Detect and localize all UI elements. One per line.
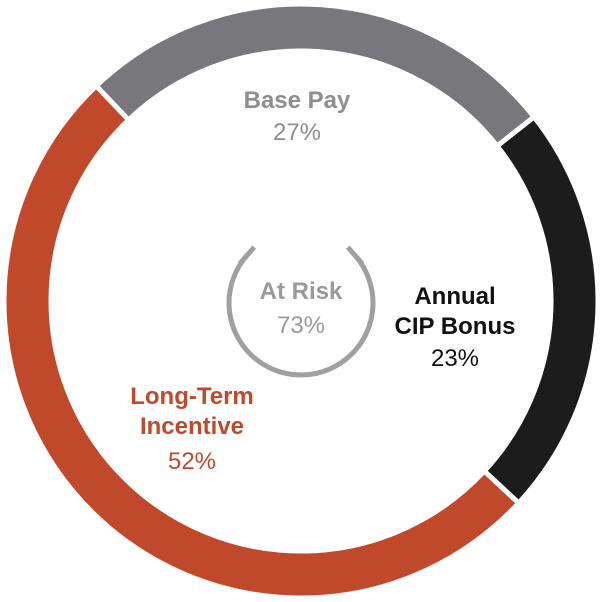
- center-arrow-part: [237, 245, 257, 266]
- donut-segment: [1, 82, 523, 601]
- segment-value-label: 23%: [430, 345, 480, 372]
- segment-value-label: 27%: [272, 119, 322, 146]
- segment-value-label: 52%: [167, 448, 217, 475]
- center-arrow: [226, 245, 376, 378]
- segment-label: Long-Term Incentive: [130, 383, 254, 440]
- segment-label: Annual CIP Bonus: [394, 283, 516, 340]
- center-value-label: 73%: [276, 312, 326, 339]
- center-label: At Risk: [259, 278, 343, 305]
- center-arrow-part: [226, 253, 376, 378]
- segment-label: Base Pay: [243, 87, 351, 114]
- center-arrow-part: [345, 245, 365, 266]
